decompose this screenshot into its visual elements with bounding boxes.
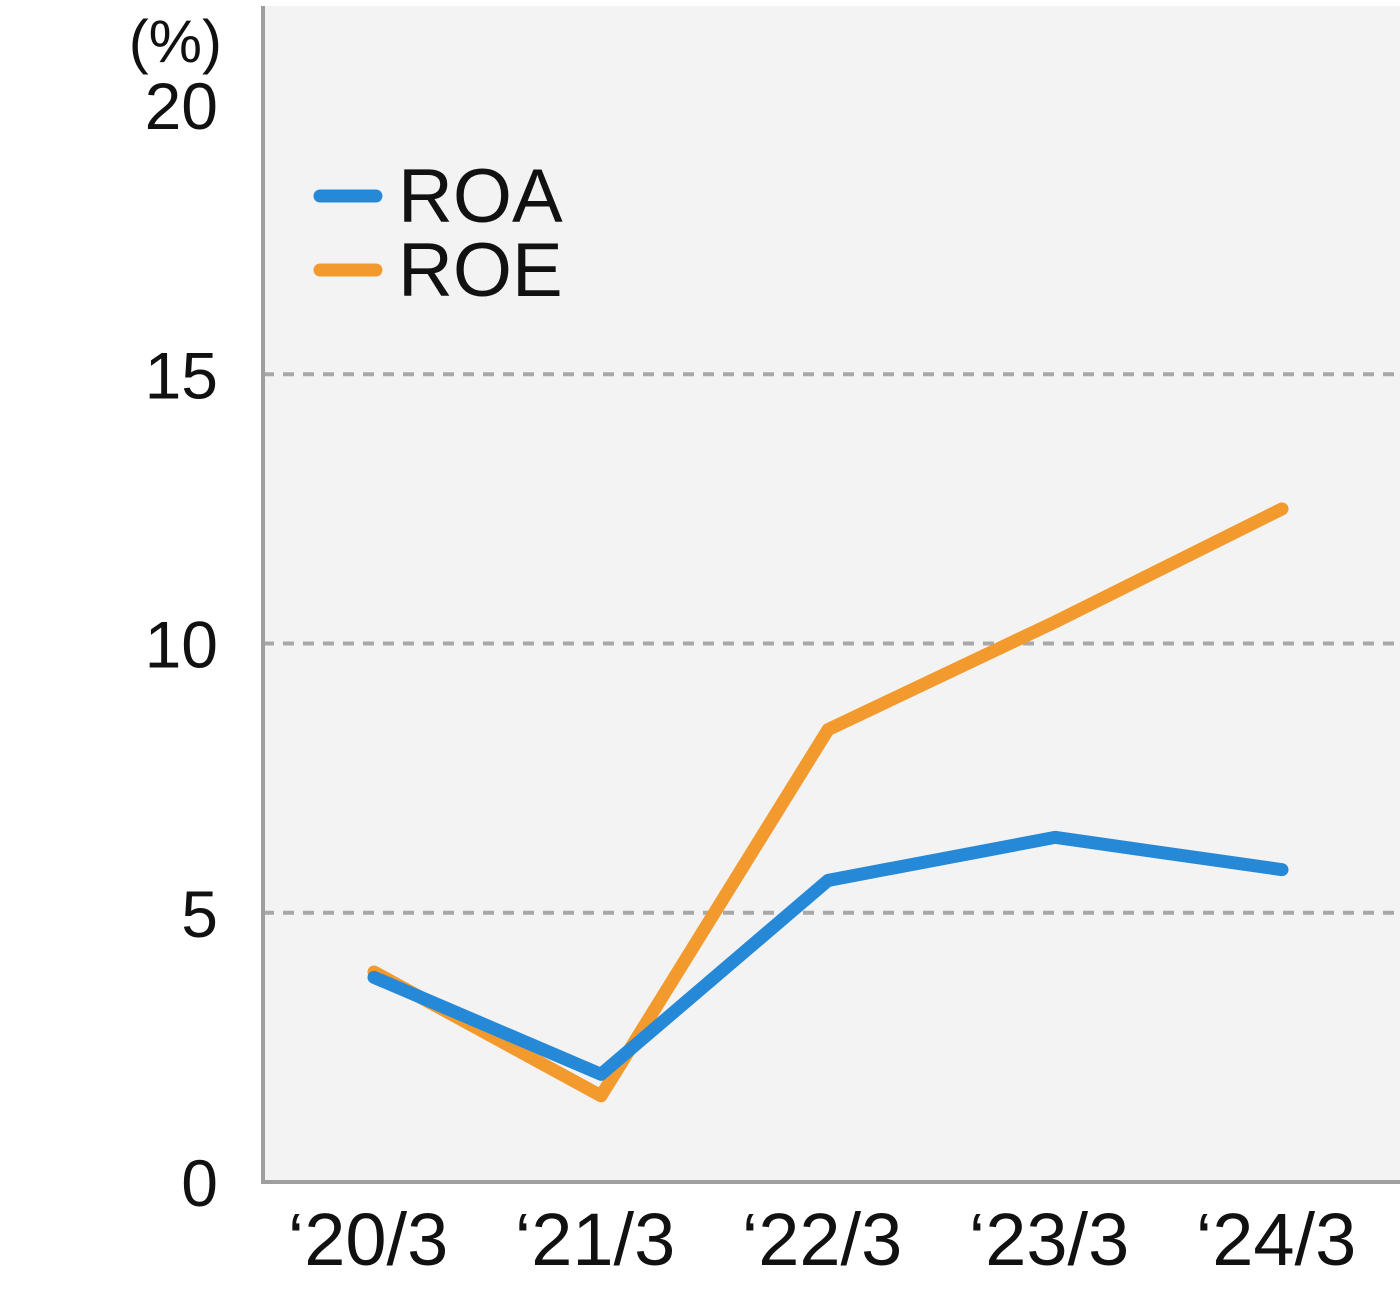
legend-label-roa: ROA <box>398 154 563 239</box>
series-line-roa <box>367 830 1289 1081</box>
series-line-roe <box>367 502 1289 1103</box>
y-tick-label: 5 <box>181 877 218 951</box>
x-tick-label: ‘22/3 <box>742 1198 902 1281</box>
y-axis-unit-label: (%) <box>129 8 222 75</box>
x-tick-label: ‘20/3 <box>288 1198 448 1281</box>
plot-background <box>263 6 1400 1182</box>
y-tick-label: 10 <box>145 608 218 682</box>
legend-label-roe: ROE <box>398 228 563 313</box>
y-tick-labels: 0 5 10 15 20 <box>145 69 218 1220</box>
y-tick-label: 15 <box>145 338 218 412</box>
y-tick-label: 20 <box>145 69 218 143</box>
series-lines <box>367 502 1289 1103</box>
gridlines <box>263 372 1400 915</box>
x-tick-label: ‘21/3 <box>515 1198 675 1281</box>
x-tick-label: ‘24/3 <box>1196 1198 1356 1281</box>
x-tick-label: ‘23/3 <box>969 1198 1129 1281</box>
y-tick-label: 0 <box>181 1146 218 1220</box>
x-tick-labels: ‘20/3 ‘21/3 ‘22/3 ‘23/3 ‘24/3 <box>288 1198 1356 1281</box>
